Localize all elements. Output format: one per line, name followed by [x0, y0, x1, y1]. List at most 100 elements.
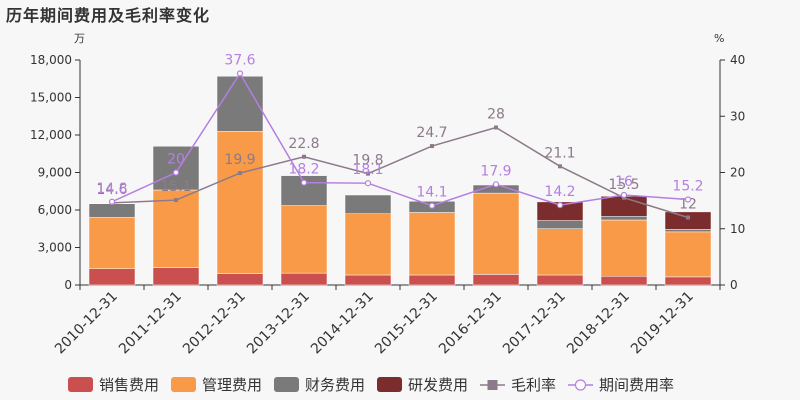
data-label-毛利率: 14.6	[96, 182, 127, 198]
bar-研发费用	[536, 201, 584, 221]
data-label-期间费用率: 37.6	[224, 53, 255, 69]
legend-label-毛利率: 毛利率	[511, 376, 556, 394]
legend-swatch-管理费用	[171, 377, 196, 392]
bar-销售费用	[344, 274, 392, 286]
point-期间费用率	[108, 198, 116, 205]
legend-label-财务费用: 财务费用	[305, 376, 365, 394]
right-tick-label: 40	[730, 53, 745, 67]
data-label-毛利率: 21.1	[544, 145, 575, 161]
legend-label-销售费用: 销售费用	[99, 376, 159, 394]
left-axis-unit: 万	[74, 32, 85, 45]
data-label-毛利率: 15.1	[160, 179, 191, 195]
data-label-期间费用率: 17.9	[480, 163, 511, 179]
legend-swatch-研发费用	[377, 377, 402, 392]
left-axis-ticks: 0 3,000 6,000 9,000 12,000 15,000 18,000	[30, 53, 80, 292]
bar-管理费用	[664, 231, 712, 278]
bar-管理费用	[472, 192, 520, 275]
bar-series	[88, 76, 712, 286]
bar-销售费用	[472, 274, 520, 286]
legend-label-管理费用: 管理费用	[202, 376, 262, 394]
bar-财务费用	[600, 216, 648, 221]
x-axis-ticks: 2010-12-312011-12-312012-12-312013-12-31…	[52, 285, 721, 358]
bar-销售费用	[536, 274, 584, 286]
left-tick-label: 9,000	[38, 166, 72, 180]
data-label-期间费用率: 20	[167, 152, 185, 168]
data-label-毛利率: 19.9	[224, 152, 255, 168]
legend-swatch-财务费用	[274, 377, 299, 392]
bar-管理费用	[88, 217, 136, 269]
bar-管理费用	[344, 213, 392, 276]
x-tick-label: 2010-12-31	[52, 289, 121, 358]
bar-财务费用	[664, 229, 712, 233]
legend-label-期间费用率: 期间费用率	[599, 376, 674, 394]
x-tick-label: 2013-12-31	[244, 289, 313, 358]
point-毛利率	[174, 198, 178, 203]
data-label-毛利率: 19.8	[352, 153, 383, 169]
line-期间费用率	[111, 72, 689, 207]
right-tick-label: 20	[730, 166, 745, 180]
line-series: 14.6 15.1 19.9 22.8 19.8 24.7 28 21.1 15.5 12 14.8…	[96, 53, 704, 220]
point-期间费用率	[684, 196, 692, 203]
bar-财务费用	[536, 220, 584, 229]
bar-财务费用	[88, 203, 136, 218]
data-label-毛利率: 15.5	[608, 177, 639, 193]
point-期间费用率	[620, 191, 628, 199]
x-tick-label: 2011-12-31	[116, 289, 185, 358]
point-毛利率	[430, 144, 434, 149]
bar-销售费用	[280, 272, 328, 286]
left-tick-label: 18,000	[30, 53, 72, 67]
bar-销售费用	[664, 276, 712, 286]
data-label-毛利率: 24.7	[416, 125, 447, 141]
x-tick-label: 2017-12-31	[500, 289, 569, 358]
bar-销售费用	[216, 273, 264, 286]
data-label-期间费用率: 18.2	[288, 162, 319, 178]
legend-marker-毛利率	[487, 380, 498, 390]
bar-管理费用	[408, 212, 456, 276]
point-毛利率	[494, 125, 498, 130]
data-label-期间费用率: 18.1	[352, 162, 383, 178]
bar-管理费用	[536, 228, 584, 276]
point-期间费用率	[492, 181, 500, 188]
bar-销售费用	[88, 268, 136, 286]
legend-label-研发费用: 研发费用	[408, 376, 468, 394]
bar-管理费用	[600, 219, 648, 277]
bar-销售费用	[408, 274, 456, 286]
point-期间费用率	[172, 169, 180, 176]
data-label-期间费用率: 15.2	[672, 179, 703, 195]
point-期间费用率	[556, 202, 564, 209]
line-毛利率	[111, 126, 689, 219]
bar-管理费用	[152, 189, 200, 268]
bar-销售费用	[600, 276, 648, 286]
point-毛利率	[686, 215, 690, 220]
point-期间费用率	[236, 70, 244, 77]
point-期间费用率	[428, 202, 436, 209]
data-label-期间费用率: 14.8	[96, 181, 127, 197]
point-毛利率	[366, 171, 370, 176]
legend-swatch-销售费用	[68, 377, 93, 392]
x-tick-label: 2019-12-31	[628, 289, 697, 358]
bar-财务费用	[344, 194, 392, 214]
right-axis-unit: %	[714, 32, 724, 45]
x-tick-label: 2014-12-31	[308, 289, 377, 358]
x-tick-label: 2015-12-31	[372, 289, 441, 358]
data-label-毛利率: 22.8	[288, 136, 319, 152]
right-tick-label: 0	[730, 278, 738, 292]
legend-marker-期间费用率	[574, 379, 587, 391]
data-label-毛利率: 28	[487, 107, 505, 123]
bar-财务费用	[152, 146, 200, 191]
point-期间费用率	[300, 179, 308, 186]
right-tick-label: 30	[730, 109, 745, 123]
left-tick-label: 0	[64, 278, 72, 292]
left-tick-label: 12,000	[30, 128, 72, 142]
x-tick-label: 2016-12-31	[436, 289, 505, 358]
legend: 销售费用 管理费用 财务费用 研发费用 毛利率 期间费用率	[68, 376, 674, 394]
chart-title: 历年期间费用及毛利率变化	[6, 6, 211, 25]
x-tick-label: 2012-12-31	[180, 289, 249, 358]
right-tick-label: 10	[730, 222, 745, 236]
bar-财务费用	[216, 76, 264, 132]
bar-研发费用	[664, 211, 712, 230]
bar-管理费用	[280, 205, 328, 274]
right-axis-ticks: 0 10 20 30 40	[720, 53, 745, 292]
bar-销售费用	[152, 267, 200, 286]
